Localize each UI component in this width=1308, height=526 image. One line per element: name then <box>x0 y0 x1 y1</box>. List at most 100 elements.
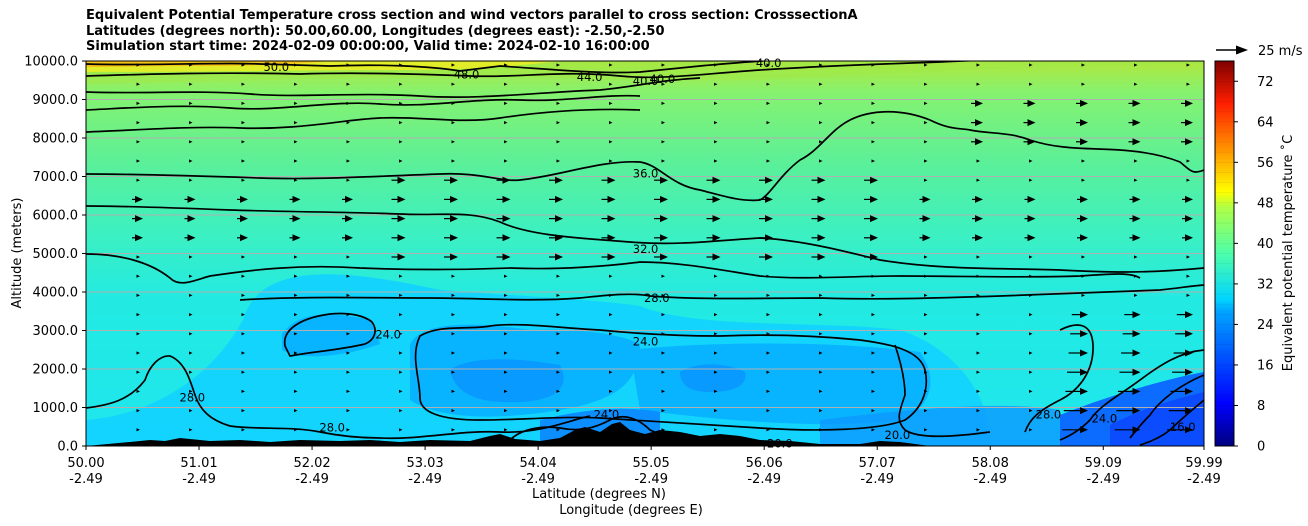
contour-label: 40.0 <box>650 72 676 86</box>
wind-vector <box>189 313 193 317</box>
wind-vector <box>399 332 403 336</box>
wind-vector <box>1077 195 1088 203</box>
wind-vector <box>289 195 301 203</box>
contour-line <box>86 110 1204 202</box>
wind-vector <box>1116 407 1141 415</box>
y-tick-label: 1000.0 <box>33 401 79 416</box>
wind-vector <box>294 63 298 67</box>
title-line-1: Equivalent Potential Temperature cross s… <box>86 8 858 23</box>
wind-vector <box>504 121 508 125</box>
contour-line <box>239 284 1204 301</box>
contour-label: 24.0 <box>375 327 401 341</box>
wind-vector <box>556 274 560 278</box>
chart-title: Equivalent Potential Temperature cross s… <box>86 8 858 55</box>
wind-vector <box>976 293 980 297</box>
wind-vector <box>1170 387 1193 395</box>
wind-vector <box>811 215 826 223</box>
wind-vector <box>924 255 928 259</box>
wind-vector <box>504 351 508 355</box>
y-tick-label: 10000.0 <box>24 55 78 70</box>
wind-vector <box>556 159 560 163</box>
colorbar-tick-label: 16 <box>1257 358 1274 373</box>
wind-vector <box>609 332 613 336</box>
x-tick-label-lat: 52.02 <box>293 456 330 471</box>
wind-vector <box>241 255 245 259</box>
y-tick-label: 7000.0 <box>33 170 79 185</box>
wind-vector <box>871 121 875 125</box>
x-tick-label-lat: 59.09 <box>1085 456 1122 471</box>
wind-vector <box>1029 351 1033 355</box>
wind-vector <box>766 274 770 278</box>
wind-vector <box>1076 138 1088 146</box>
wind-vector <box>294 178 298 182</box>
wind-vector <box>759 215 773 223</box>
contour-line <box>86 355 321 433</box>
quiver-key-label: 25 m/s <box>1258 44 1303 59</box>
wind-vector <box>451 274 455 278</box>
wind-vector <box>714 370 718 374</box>
wind-vector <box>504 274 508 278</box>
wind-vector <box>609 293 613 297</box>
wind-vector <box>1186 178 1190 182</box>
wind-vector <box>451 313 455 317</box>
wind-vector <box>1063 407 1088 415</box>
wind-vector <box>189 178 193 182</box>
wind-vector <box>766 159 770 163</box>
wind-vector <box>346 313 350 317</box>
contour-label: 40.0 <box>756 56 782 70</box>
wind-vector <box>819 332 823 336</box>
wind-vector <box>1029 409 1033 413</box>
wind-vector <box>346 159 350 163</box>
contour-line <box>86 61 983 79</box>
wind-vector <box>871 159 875 163</box>
wind-vector <box>1081 63 1085 67</box>
wind-vector <box>346 389 350 393</box>
wind-vector <box>976 274 980 278</box>
wind-vector <box>549 253 563 261</box>
wind-vector <box>766 101 770 105</box>
wind-vector <box>1077 234 1088 242</box>
wind-vector <box>601 176 616 184</box>
wind-vector <box>451 140 455 144</box>
x-axis-label-latitude: Latitude (degrees N) <box>532 487 666 502</box>
wind-vector <box>556 140 560 144</box>
wind-vector <box>399 293 403 297</box>
wind-vector <box>189 293 193 297</box>
wind-vector <box>1029 293 1033 297</box>
contour-line <box>86 61 774 74</box>
wind-vector <box>714 140 718 144</box>
wind-vector <box>661 351 665 355</box>
wind-vector <box>237 215 248 223</box>
wind-vector <box>189 101 193 105</box>
wind-vector <box>444 215 458 223</box>
wind-vector <box>136 409 140 413</box>
wind-vector <box>399 389 403 393</box>
wind-vector <box>444 253 458 261</box>
colorbar-tick-label: 24 <box>1257 318 1274 333</box>
wind-vector <box>346 293 350 297</box>
wind-vector <box>871 313 875 317</box>
wind-vector <box>661 370 665 374</box>
contour-line <box>86 253 1141 284</box>
wind-vector <box>241 159 245 163</box>
wind-vector <box>924 159 928 163</box>
wind-vector <box>189 351 193 355</box>
wind-vector <box>556 101 560 105</box>
wind-vectors <box>132 63 1193 434</box>
wind-vector <box>871 389 875 393</box>
wind-vector <box>714 332 718 336</box>
wind-vector <box>601 234 616 242</box>
wind-vector <box>1134 293 1138 297</box>
wind-vector <box>294 255 298 259</box>
wind-vector <box>136 293 140 297</box>
wind-vector <box>342 195 353 203</box>
wind-vector <box>549 195 563 203</box>
wind-vector <box>189 370 193 374</box>
wind-vector <box>864 176 878 184</box>
wind-vector <box>504 313 508 317</box>
wind-vector <box>766 409 770 413</box>
wind-vector <box>864 234 878 242</box>
wind-vector <box>601 253 616 261</box>
wind-vector <box>971 119 983 127</box>
wind-vector <box>391 215 406 223</box>
